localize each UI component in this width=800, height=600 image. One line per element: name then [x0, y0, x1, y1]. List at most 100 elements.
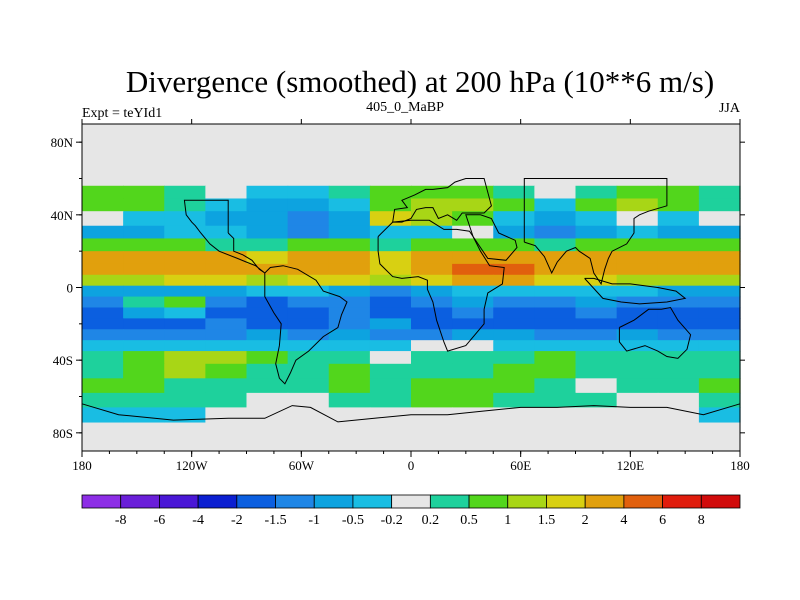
- field-cell: [493, 263, 535, 276]
- field-cell: [534, 378, 577, 394]
- y-tick-label: 40N: [51, 208, 74, 223]
- field-cell: [328, 351, 371, 365]
- field-cell: [493, 378, 535, 394]
- chart-subtitle: 405_0_MaBP: [366, 100, 444, 115]
- field-cell: [657, 211, 700, 227]
- field-cell: [82, 285, 124, 298]
- field-cell: [575, 378, 618, 394]
- field-cell: [657, 340, 700, 352]
- colorbar-box: [352, 494, 393, 509]
- field-cell: [534, 274, 577, 287]
- field-cell: [123, 392, 165, 408]
- field-cell: [246, 211, 289, 227]
- y-tick-label: 80N: [51, 135, 74, 150]
- field-cell: [411, 285, 453, 298]
- y-tick-label: 0: [67, 281, 74, 296]
- field-cell: [246, 329, 289, 341]
- field-cell: [246, 296, 289, 309]
- field-cell: [698, 198, 741, 212]
- field-cell: [657, 392, 700, 408]
- field-cell: [369, 329, 412, 341]
- field-cell: [575, 318, 618, 330]
- field-cell: [698, 340, 741, 352]
- x-tick-label: 120E: [617, 458, 645, 473]
- field-cell: [452, 351, 494, 365]
- field-cell: [575, 225, 618, 240]
- field-cell: [369, 351, 412, 365]
- y-tick-label: 40S: [53, 353, 73, 368]
- field-cell: [493, 225, 535, 240]
- field-cell: [575, 363, 618, 379]
- field-cell: [328, 263, 371, 276]
- field-cell: [411, 211, 453, 227]
- field-cell: [246, 185, 289, 200]
- field-cell: [657, 407, 700, 423]
- x-tick-label: 60E: [510, 458, 531, 473]
- field-cell: [493, 407, 535, 423]
- field-cell: [575, 263, 618, 276]
- field-cell: [164, 274, 206, 287]
- colorbar-box: [546, 494, 586, 509]
- field-cell: [698, 274, 741, 287]
- field-cell: [452, 274, 494, 287]
- field-cell: [657, 329, 700, 341]
- field-cell: [287, 351, 330, 365]
- field-cell: [328, 285, 371, 298]
- x-tick-label: 120W: [176, 458, 209, 473]
- field-cell: [123, 407, 165, 423]
- field-cell: [82, 363, 124, 379]
- field-cell: [534, 363, 577, 379]
- field-cell: [123, 251, 165, 265]
- colorbar-box: [429, 494, 470, 509]
- field-cell: [328, 198, 371, 212]
- x-tick-label: 180: [72, 458, 92, 473]
- coastline-north-america: [183, 199, 266, 274]
- field-cell: [164, 296, 206, 309]
- field-cell: [328, 329, 371, 341]
- field-cell: [246, 407, 289, 423]
- field-cell: [657, 263, 700, 276]
- field-cell: [123, 318, 165, 330]
- field-cell: [534, 198, 577, 212]
- field-cell: [534, 318, 577, 330]
- field-cell: [246, 251, 289, 265]
- field-cell: [411, 185, 453, 200]
- field-cell: [164, 351, 206, 365]
- field-cell: [287, 307, 330, 319]
- field-cell: [123, 211, 165, 227]
- field-cell: [369, 225, 412, 240]
- field-cell: [493, 185, 535, 200]
- field-cell: [82, 274, 124, 287]
- field-cell: [452, 392, 494, 408]
- field-cell: [369, 238, 412, 252]
- field-cell: [411, 329, 453, 341]
- coastline-africa: [377, 219, 505, 352]
- field-cell: [698, 263, 741, 276]
- field-cell: [698, 296, 741, 309]
- field-cell: [328, 238, 371, 252]
- x-tick-label: 0: [408, 458, 415, 473]
- field-cell: [452, 185, 494, 200]
- colorbar-box: [159, 494, 199, 509]
- field-cell: [287, 392, 330, 408]
- field-cell: [698, 407, 741, 423]
- field-cell: [123, 274, 165, 287]
- field-cell: [82, 378, 124, 394]
- field-cell: [657, 198, 700, 212]
- field-cell: [328, 318, 371, 330]
- colorbar-label: 4: [620, 513, 627, 528]
- field-cell: [82, 351, 124, 365]
- field-cell: [287, 296, 330, 309]
- field-cell: [452, 307, 494, 319]
- field-cell: [287, 225, 330, 240]
- field-cell: [205, 378, 248, 394]
- field-cell: [123, 363, 165, 379]
- field-cell: [82, 329, 124, 341]
- colorbar-label: 0.5: [460, 513, 478, 528]
- colorbar-box: [584, 494, 625, 509]
- field-cell: [164, 329, 206, 341]
- field-cell: [205, 185, 248, 200]
- colorbar-label: 6: [659, 513, 666, 528]
- field-cell: [452, 251, 494, 265]
- field-cell: [164, 318, 206, 330]
